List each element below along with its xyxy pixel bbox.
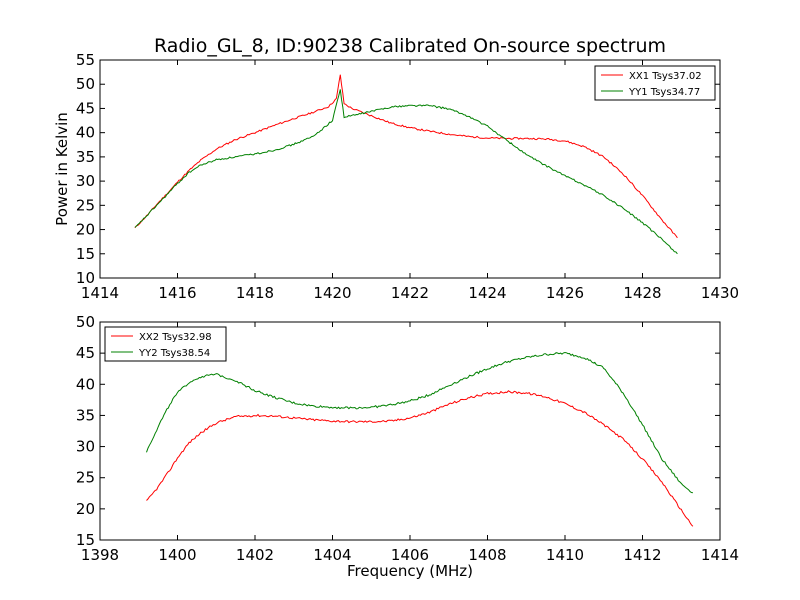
x-tick-label: 1414 xyxy=(701,546,739,564)
y-tick-label: 15 xyxy=(76,245,95,263)
x-tick-label: 1402 xyxy=(236,546,274,564)
y-tick-label: 20 xyxy=(76,221,95,239)
y-tick-label: 30 xyxy=(76,438,95,456)
y-tick-label: 15 xyxy=(76,531,95,549)
legend-entry: XX2 Tsys32.98 xyxy=(139,332,212,343)
x-tick-label: 1428 xyxy=(623,284,661,302)
series-line-yy1 xyxy=(134,89,678,255)
y-tick-label: 40 xyxy=(76,375,95,393)
x-tick-label: 1422 xyxy=(391,284,429,302)
legend-entry: YY2 Tsys38.54 xyxy=(138,348,210,359)
series-line-xx2 xyxy=(146,390,694,527)
y-tick-label: 35 xyxy=(76,406,95,424)
x-tick-label: 1398 xyxy=(81,546,119,564)
y-axis-label: Power in Kelvin xyxy=(53,112,71,226)
x-tick-label: 1404 xyxy=(313,546,351,564)
y-tick-label: 20 xyxy=(76,500,95,518)
y-tick-label: 25 xyxy=(76,469,95,487)
x-tick-label: 1424 xyxy=(468,284,506,302)
legend-box xyxy=(104,326,227,362)
series-line-yy2 xyxy=(146,351,693,494)
x-tick-label: 1418 xyxy=(236,284,274,302)
legend-entry: YY1 Tsys34.77 xyxy=(628,87,700,98)
x-tick-label: 1426 xyxy=(546,284,584,302)
y-tick-label: 35 xyxy=(76,148,95,166)
x-tick-label: 1414 xyxy=(81,284,119,302)
y-tick-label: 50 xyxy=(76,313,95,331)
x-tick-label: 1406 xyxy=(391,546,429,564)
x-tick-label: 1408 xyxy=(468,546,506,564)
x-tick-label: 1420 xyxy=(313,284,351,302)
y-tick-label: 45 xyxy=(76,344,95,362)
x-tick-label: 1416 xyxy=(158,284,196,302)
y-tick-label: 40 xyxy=(76,124,95,142)
y-tick-label: 50 xyxy=(76,75,95,93)
x-axis-label: Frequency (MHz) xyxy=(347,562,473,580)
y-tick-label: 25 xyxy=(76,196,95,214)
y-tick-label: 30 xyxy=(76,172,95,190)
x-tick-label: 1430 xyxy=(701,284,739,302)
x-tick-label: 1412 xyxy=(623,546,661,564)
y-tick-label: 55 xyxy=(76,51,95,69)
y-tick-label: 45 xyxy=(76,99,95,117)
y-tick-label: 10 xyxy=(76,269,95,287)
x-tick-label: 1400 xyxy=(158,546,196,564)
legend-entry: XX1 Tsys37.02 xyxy=(629,71,702,82)
chart-title: Radio_GL_8, ID:90238 Calibrated On-sourc… xyxy=(154,35,666,57)
legend-box xyxy=(594,65,716,101)
x-tick-label: 1410 xyxy=(546,546,584,564)
series-line-xx1 xyxy=(134,74,678,239)
